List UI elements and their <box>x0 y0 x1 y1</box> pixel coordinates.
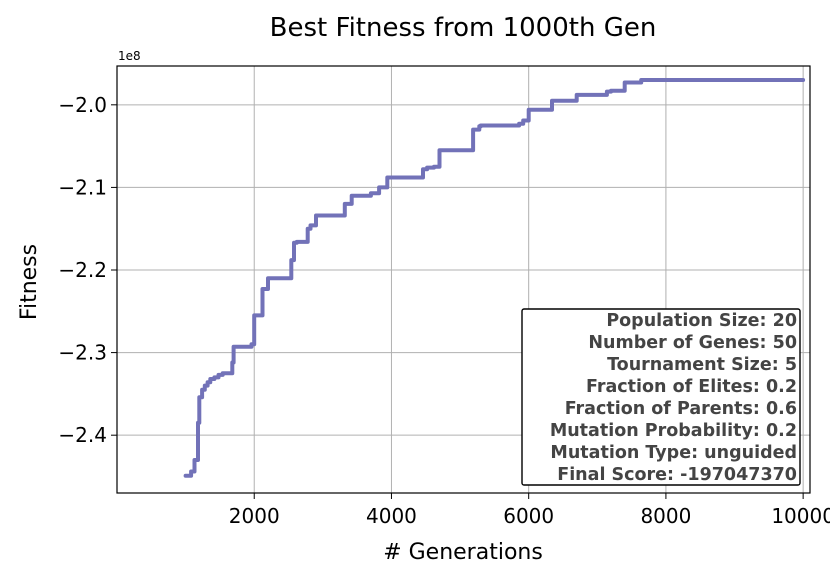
info-line: Mutation Probability: 0.2 <box>550 421 797 441</box>
x-tick-label: 6000 <box>503 504 554 528</box>
info-line: Number of Genes: 50 <box>588 333 797 353</box>
y-tick-label: −2.3 <box>58 341 107 365</box>
x-axis-label: # Generations <box>383 540 543 565</box>
y-tick-label: −2.4 <box>58 423 107 447</box>
y-tick-label: −2.1 <box>58 175 107 199</box>
y-axis-label: Fitness <box>17 244 42 320</box>
y-offset-label: 1e8 <box>118 49 141 63</box>
chart-title: Best Fitness from 1000th Gen <box>270 13 657 43</box>
info-line: Fraction of Elites: 0.2 <box>586 377 797 397</box>
y-tick-label: −2.0 <box>58 93 107 117</box>
y-tick-label: −2.2 <box>58 258 107 282</box>
info-line: Population Size: 20 <box>606 311 797 331</box>
info-line: Final Score: -197047370 <box>557 465 797 485</box>
x-tick-label: 2000 <box>229 504 280 528</box>
info-line: Tournament Size: 5 <box>607 355 797 375</box>
y-axis-ticks: −2.4 −2.3 −2.2 −2.1 −2.0 <box>58 93 117 447</box>
x-tick-label: 10000 <box>771 504 830 528</box>
x-tick-label: 4000 <box>366 504 417 528</box>
x-tick-label: 8000 <box>640 504 691 528</box>
info-box-frame <box>521 308 801 486</box>
info-line: Mutation Type: unguided <box>550 443 797 463</box>
series-line-fitness <box>183 78 806 478</box>
info-line: Fraction of Parents: 0.6 <box>565 399 797 419</box>
plot-frame <box>116 65 811 494</box>
x-axis-ticks: 2000 4000 6000 8000 10000 <box>229 493 830 528</box>
